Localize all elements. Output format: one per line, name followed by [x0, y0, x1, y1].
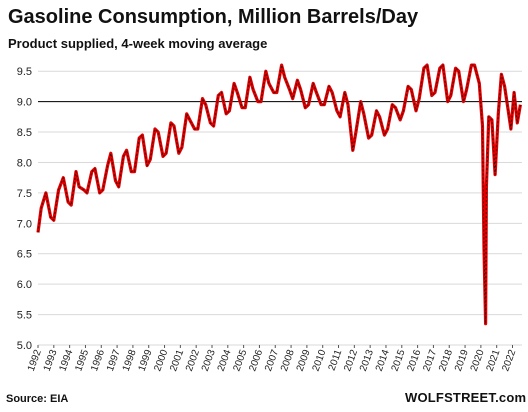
- y-tick-label: 5.0: [17, 340, 32, 352]
- y-tick-label: 5.5: [17, 310, 32, 322]
- x-tick-label: 2022: [500, 348, 518, 373]
- y-tick-label: 7.5: [17, 188, 32, 200]
- series-line-texture: [37, 64, 521, 325]
- y-tick-label: 8.5: [17, 127, 32, 139]
- series-line: [36, 63, 522, 326]
- y-tick-label: 9.0: [17, 97, 32, 109]
- y-tick-label: 8.0: [17, 157, 32, 169]
- y-tick-label: 9.5: [17, 66, 32, 78]
- chart-subtitle: Product supplied, 4-week moving average: [8, 36, 268, 51]
- y-tick-label: 6.0: [17, 279, 32, 291]
- y-tick-label: 7.0: [17, 218, 32, 230]
- source-label: Source: EIA: [6, 393, 69, 405]
- brand-label: WOLFSTREET.com: [405, 390, 527, 405]
- y-tick-label: 6.5: [17, 249, 32, 261]
- chart-title: Gasoline Consumption, Million Barrels/Da…: [8, 6, 419, 28]
